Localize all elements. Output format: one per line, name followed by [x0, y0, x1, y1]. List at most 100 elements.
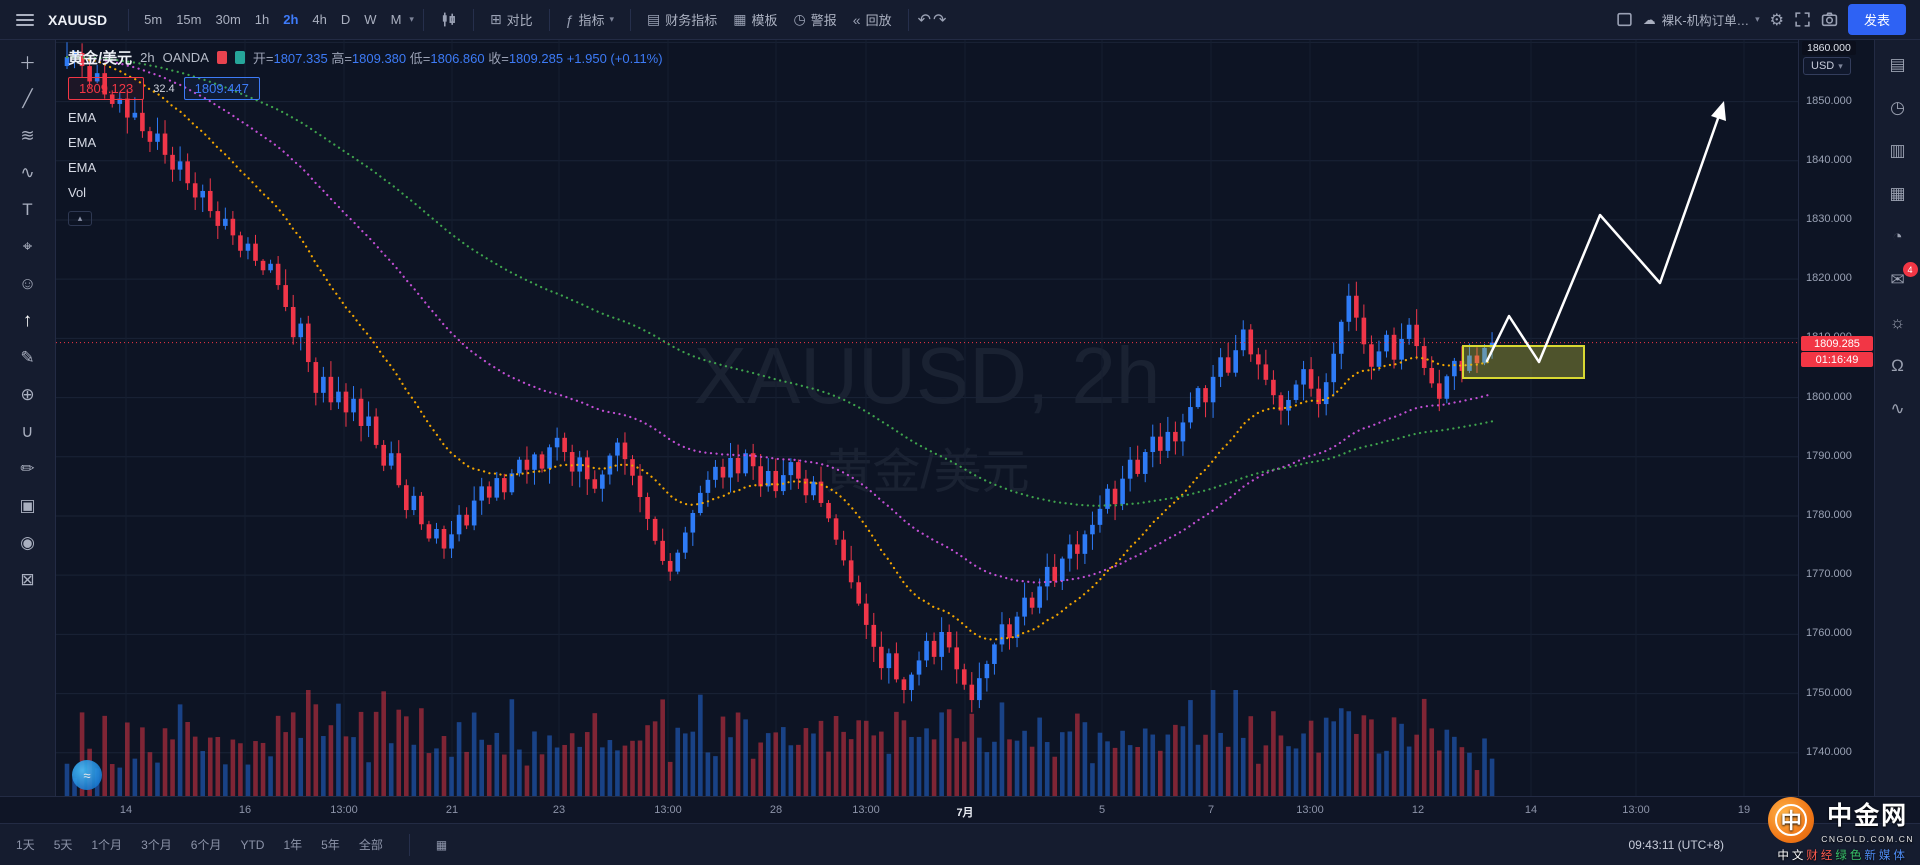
timeframe-1h[interactable]: 1h: [254, 12, 270, 27]
measure-icon[interactable]: ✎: [20, 347, 35, 367]
pattern-icon[interactable]: ∿: [20, 162, 35, 182]
timeframe-5m[interactable]: 5m: [144, 12, 163, 27]
range-3m[interactable]: 3个月: [141, 838, 172, 852]
style-red-icon[interactable]: [216, 51, 227, 64]
prediction-icon[interactable]: ⌖: [22, 236, 33, 256]
open-label: 开=: [252, 51, 274, 66]
time-axis[interactable]: 14 16 13:00 21 23 13:00 28 13:00 7月 5 7 13:00 12 14 13…: [0, 796, 1920, 823]
compare-button[interactable]: ⊞ 对比: [489, 11, 533, 28]
bottom-toolbar: 1天 5天 1个月 3个月 6个月 YTD 1年 5年 全部 ▦ 09:43:1…: [0, 823, 1920, 865]
lock-icon[interactable]: ▣: [19, 495, 36, 515]
watchlist-icon[interactable]: ▤: [1889, 55, 1906, 74]
right-sidebar: ▤ ◷ ▥ ▦ ◔ ✉ 4 ☼ Ω ∿: [1874, 40, 1920, 796]
undo-button[interactable]: ↶: [917, 11, 931, 29]
high-label: 高=: [331, 51, 352, 66]
compare-icon: ⊞: [489, 11, 502, 27]
price-label: 1840.000: [1806, 154, 1852, 166]
price-label: 1850.000: [1806, 95, 1852, 107]
close-label: 收=: [488, 51, 509, 66]
range-all[interactable]: 全部: [358, 838, 383, 852]
topbar-right-group: ☁ 裸K-机构订单… ▾ ⚙ 发表: [1616, 4, 1910, 35]
sell-price-button[interactable]: 1809.123: [68, 77, 145, 100]
replay-icon: «: [852, 11, 861, 28]
time-label: 13:00: [852, 804, 880, 816]
arrow-up-icon[interactable]: ↑: [22, 309, 33, 331]
price-chart[interactable]: [56, 40, 1798, 796]
clock-timezone[interactable]: 09:43:11 (UTC+8): [1628, 837, 1725, 852]
timeframe-w[interactable]: W: [364, 12, 377, 27]
indicator-ema3[interactable]: EMA: [68, 160, 97, 175]
exchange-label[interactable]: OANDA: [162, 50, 209, 65]
scripts-icon[interactable]: ∿: [1890, 399, 1905, 418]
range-ytd[interactable]: YTD: [240, 837, 265, 852]
range-6m[interactable]: 6个月: [190, 838, 222, 852]
chat-unread-badge: 4: [1902, 262, 1918, 277]
trendline-icon[interactable]: ╱: [22, 88, 33, 108]
interval-label[interactable]: 2h: [140, 50, 155, 65]
calendar-icon[interactable]: ▦: [1889, 184, 1906, 203]
range-1m[interactable]: 1个月: [91, 838, 123, 852]
buy-price-button[interactable]: 1809.447: [183, 77, 260, 100]
layout-name-button[interactable]: ☁ 裸K-机构订单… ▾: [1643, 13, 1760, 28]
redo-button[interactable]: ↷: [932, 11, 947, 29]
crosshair-icon[interactable]: ＋: [19, 54, 36, 73]
timeframe-2h-active[interactable]: 2h: [283, 12, 299, 27]
range-1y[interactable]: 1年: [283, 838, 303, 852]
time-label: 13:00: [654, 804, 682, 816]
time-label: 14: [119, 804, 133, 816]
timeframe-30m[interactable]: 30m: [215, 12, 241, 27]
replay-button[interactable]: « 回放: [852, 11, 892, 29]
timeframe-caret-icon[interactable]: ▾: [409, 14, 414, 24]
notifications-bell-icon[interactable]: Ω: [1891, 356, 1904, 375]
pie-icon[interactable]: ◔: [1892, 227, 1903, 246]
indicators-button[interactable]: ƒ 指标 ▾: [565, 11, 615, 29]
axis-top-tag: 1860.000: [1802, 41, 1856, 55]
goto-date-icon[interactable]: ▦: [435, 837, 448, 852]
indicator-vol[interactable]: Vol: [68, 185, 87, 200]
range-5d[interactable]: 5天: [53, 838, 73, 852]
chart-style-button[interactable]: [433, 7, 464, 32]
main-area: ＋ ╱ ≋ ∿ T ⌖ ☺ ↑ ✎ ⊕ ∪ ✏ ▣ ◉ ⊠ XAUUSD, 2h…: [0, 40, 1920, 796]
text-icon[interactable]: T: [22, 199, 33, 219]
ideas-icon[interactable]: ☼: [1889, 313, 1906, 332]
indicator-ema1[interactable]: EMA: [68, 110, 97, 125]
legend-collapse-button[interactable]: ▴: [68, 211, 92, 226]
chat-icon[interactable]: ✉ 4: [1886, 262, 1918, 291]
magnet-icon[interactable]: ∪: [21, 421, 34, 441]
symbol-button[interactable]: XAUUSD: [48, 11, 108, 28]
draw-mode-icon[interactable]: ✏: [20, 458, 35, 478]
news-icon[interactable]: ▥: [1889, 141, 1906, 160]
price-label: 1750.000: [1806, 687, 1852, 699]
price-label: 1800.000: [1806, 391, 1852, 403]
menu-icon[interactable]: [10, 7, 40, 33]
emoji-icon[interactable]: ☺: [18, 273, 37, 293]
range-5y[interactable]: 5年: [321, 838, 340, 852]
time-label: 7月: [956, 807, 974, 819]
timeframe-d[interactable]: D: [340, 12, 351, 27]
price-axis[interactable]: 1860.000 USD ▾ 1850.000 1840.000 1830.000…: [1798, 40, 1874, 796]
delete-drawings-icon[interactable]: ⊠: [20, 569, 35, 589]
settings-gear-icon[interactable]: ⚙: [1769, 11, 1784, 29]
timeframe-4h[interactable]: 4h: [312, 12, 327, 27]
fib-retracement-icon[interactable]: ≋: [20, 125, 35, 145]
financials-icon: ▤: [647, 11, 661, 27]
indicator-ema2[interactable]: EMA: [68, 135, 97, 150]
camera-snapshot-icon[interactable]: [1821, 11, 1838, 28]
timeframe-15m[interactable]: 15m: [176, 12, 202, 27]
financial-indicators-button[interactable]: ▤ 财务指标: [647, 11, 718, 28]
chart-canvas[interactable]: XAUUSD, 2h 黄金/美元 黄金/美元 2h OANDA 开=1807.3…: [56, 40, 1798, 796]
alert-clock-icon[interactable]: ◷: [1890, 98, 1905, 117]
fullscreen-icon[interactable]: [1794, 11, 1811, 28]
layout-select-icon[interactable]: [1616, 11, 1633, 28]
alert-button[interactable]: ◷ 警报: [793, 11, 837, 28]
style-teal-icon[interactable]: [234, 51, 245, 64]
publish-button[interactable]: 发表: [1847, 4, 1906, 35]
hide-drawings-icon[interactable]: ◉: [20, 532, 35, 552]
bar-countdown-tag: 01:16:49: [1801, 352, 1873, 367]
range-1d[interactable]: 1天: [16, 838, 35, 852]
template-button[interactable]: ▦ 模板: [733, 11, 778, 28]
pair-title[interactable]: 黄金/美元: [68, 50, 133, 67]
currency-selector[interactable]: USD ▾: [1803, 57, 1851, 75]
zoom-in-icon[interactable]: ⊕: [20, 384, 35, 404]
timeframe-m[interactable]: M: [390, 12, 402, 27]
